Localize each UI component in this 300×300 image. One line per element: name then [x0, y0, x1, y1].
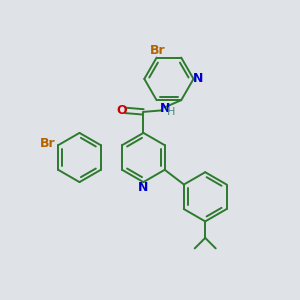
Text: H: H: [167, 107, 176, 117]
Text: N: N: [138, 181, 148, 194]
Text: O: O: [116, 104, 127, 117]
Text: Br: Br: [150, 44, 166, 58]
Text: N: N: [160, 102, 170, 116]
Text: Br: Br: [40, 137, 56, 150]
Text: N: N: [193, 72, 203, 86]
